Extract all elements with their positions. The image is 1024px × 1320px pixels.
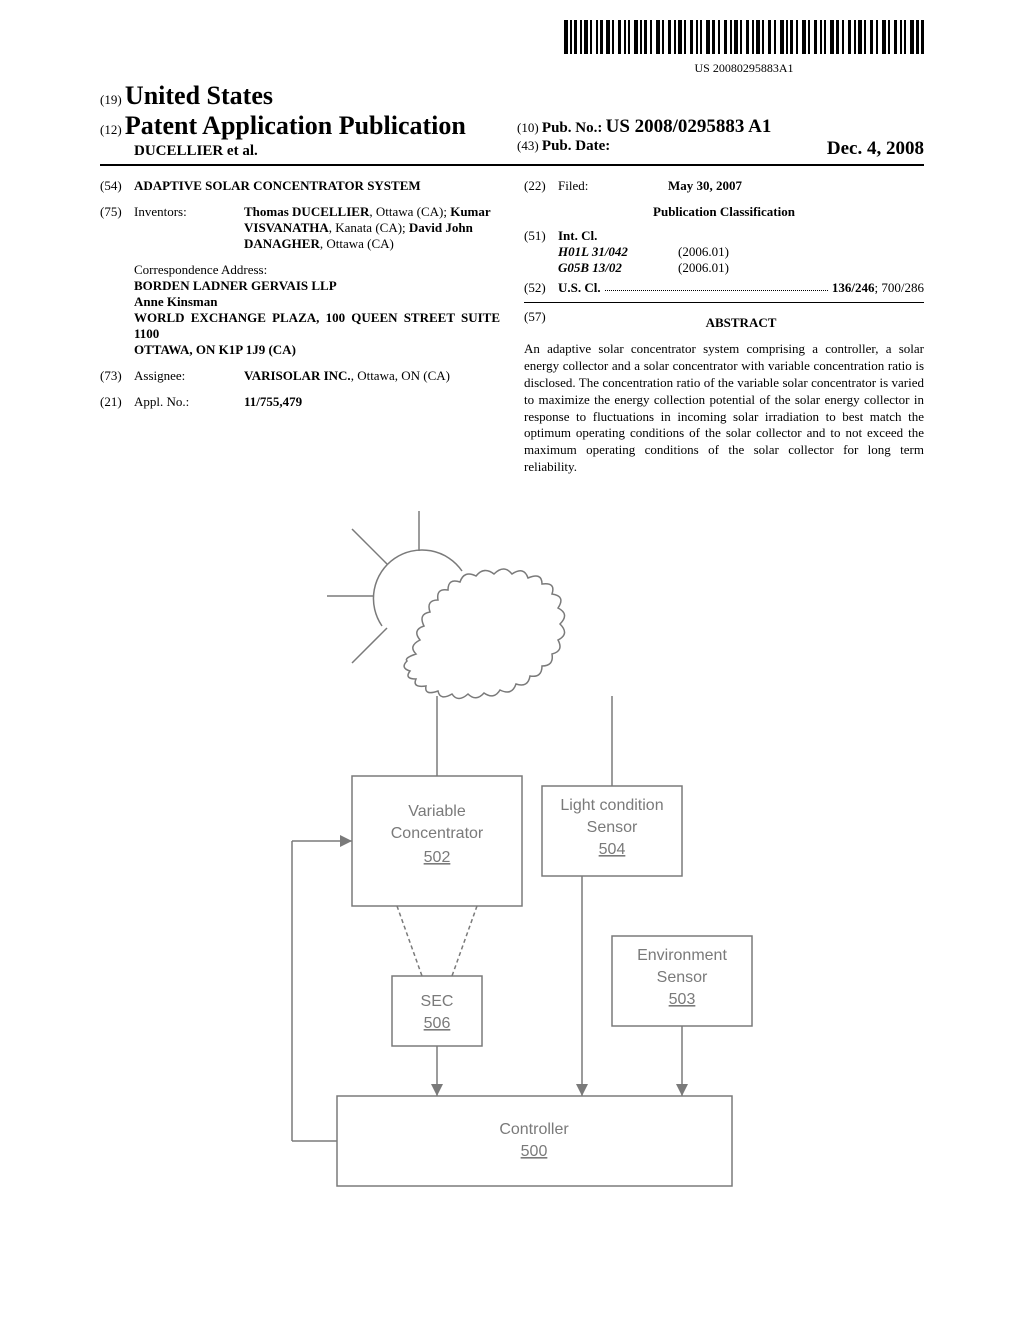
- abstract-header-row: (57) ABSTRACT: [524, 309, 924, 337]
- author-line: DUCELLIER et al.: [100, 143, 507, 160]
- pub-num: (12): [100, 122, 122, 137]
- pub-line: (12) Patent Application Publication: [100, 111, 507, 141]
- ctrl-label: Controller: [499, 1121, 569, 1138]
- uscl-rest: ; 700/286: [875, 280, 924, 295]
- applno-row: (21) Appl. No.: 11/755,479: [100, 394, 500, 410]
- sec-box: [392, 976, 482, 1046]
- inv-label: Inventors:: [134, 204, 244, 252]
- diagram-svg: Variable Concentrator 502 Light conditio…: [232, 496, 792, 1216]
- corr-line-3: OTTAWA, ON K1P 1J9 (CA): [134, 342, 500, 358]
- assignee-val: VARISOLAR INC., Ottawa, ON (CA): [244, 368, 500, 384]
- country-line: (19) United States: [100, 81, 507, 111]
- filed-val: May 30, 2007: [668, 178, 924, 194]
- env-label2: Sensor: [657, 969, 708, 986]
- title-row: (54) ADAPTIVE SOLAR CONCENTRATOR SYSTEM: [100, 178, 500, 194]
- intcl-code-0: H01L 31/042: [558, 244, 678, 260]
- uscl-bold: 136/246: [832, 280, 875, 295]
- env-label1: Environment: [637, 947, 727, 964]
- header: (19) United States (12) Patent Applicati…: [100, 81, 924, 166]
- dash-vc-sec-l: [397, 906, 422, 976]
- country-num: (19): [100, 92, 122, 107]
- header-left: (19) United States (12) Patent Applicati…: [100, 81, 507, 160]
- header-right: (10) Pub. No.: US 2008/0295883 A1 (43) P…: [507, 116, 924, 160]
- uscl-num: (52): [524, 280, 558, 296]
- pubno-label: Pub. No.:: [542, 120, 602, 136]
- uscl-dots: [605, 280, 828, 291]
- abstract-text: An adaptive solar concentrator system co…: [524, 341, 924, 476]
- lcs-ref: 504: [599, 841, 626, 858]
- sec-label: SEC: [421, 993, 454, 1010]
- barcode-region: US 20080295883A1: [100, 20, 924, 77]
- uscl-val: 136/246; 700/286: [832, 280, 924, 296]
- intcl-item-1: G05B 13/02 (2006.01): [558, 260, 729, 276]
- appl-val: 11/755,479: [244, 394, 500, 410]
- pubno-val: US 2008/0295883 A1: [606, 116, 772, 137]
- assignee-label: Assignee:: [134, 368, 244, 384]
- right-column: (22) Filed: May 30, 2007 Publication Cla…: [524, 178, 924, 476]
- vc-label1: Variable: [408, 803, 466, 820]
- env-ref: 503: [669, 991, 696, 1008]
- uscl-label: U.S. Cl.: [558, 280, 601, 296]
- figure-area: Variable Concentrator 502 Light conditio…: [100, 496, 924, 1216]
- assignee-row: (73) Assignee: VARISOLAR INC., Ottawa, O…: [100, 368, 500, 384]
- corr-line-2: WORLD EXCHANGE PLAZA, 100 QUEEN STREET S…: [134, 310, 500, 342]
- filed-num: (22): [524, 178, 558, 194]
- filed-row: (22) Filed: May 30, 2007: [524, 178, 924, 194]
- intcl-code-1: G05B 13/02: [558, 260, 678, 276]
- sec-ref: 506: [424, 1015, 451, 1032]
- vc-label2: Concentrator: [391, 825, 484, 842]
- lcs-label1: Light condition: [560, 797, 663, 814]
- corr-line-0: BORDEN LADNER GERVAIS LLP: [134, 278, 500, 294]
- pub-title: Patent Application Publication: [125, 111, 466, 140]
- inventors-row: (75) Inventors: Thomas DUCELLIER, Ottawa…: [100, 204, 500, 252]
- left-column: (54) ADAPTIVE SOLAR CONCENTRATOR SYSTEM …: [100, 178, 500, 476]
- arrowhead-env: [676, 1084, 688, 1096]
- corr-line-1: Anne Kinsman: [134, 294, 500, 310]
- barcode-svg: [564, 20, 924, 54]
- appl-label: Appl. No.:: [134, 394, 244, 410]
- abstract-num: (57): [524, 309, 558, 337]
- appl-num: (21): [100, 394, 134, 410]
- ctrl-box: [337, 1096, 732, 1186]
- vc-ref: 502: [424, 849, 451, 866]
- pubdate-val: Dec. 4, 2008: [827, 138, 924, 160]
- arrowhead-loop: [340, 835, 352, 847]
- lcs-label2: Sensor: [587, 819, 638, 836]
- assignee-num: (73): [100, 368, 134, 384]
- patent-page: US 20080295883A1 (19) United States (12)…: [0, 0, 1024, 1256]
- correspondence-block: Correspondence Address: BORDEN LADNER GE…: [134, 262, 500, 358]
- pubdate-line: (43) Pub. Date: Dec. 4, 2008: [517, 138, 924, 155]
- invention-title: ADAPTIVE SOLAR CONCENTRATOR SYSTEM: [134, 178, 500, 194]
- abstract-label: ABSTRACT: [558, 315, 924, 331]
- pubdate-num: (43): [517, 138, 539, 153]
- pubno-line: (10) Pub. No.: US 2008/0295883 A1: [517, 116, 924, 138]
- pub-class-header: Publication Classification: [524, 204, 924, 220]
- ctrl-ref: 500: [521, 1143, 548, 1160]
- arrowhead-sec: [431, 1084, 443, 1096]
- title-num: (54): [100, 178, 134, 194]
- sun-cloud-icon: [327, 511, 565, 699]
- intcl-item-0: H01L 31/042 (2006.01): [558, 244, 729, 260]
- intcl-row: (51) Int. Cl. H01L 31/042 (2006.01) G05B…: [524, 228, 924, 276]
- inv-num: (75): [100, 204, 134, 252]
- body-columns: (54) ADAPTIVE SOLAR CONCENTRATOR SYSTEM …: [100, 178, 924, 476]
- arrowhead-lcs: [576, 1084, 588, 1096]
- intcl-year-1: (2006.01): [678, 260, 729, 276]
- corr-label: Correspondence Address:: [134, 262, 500, 278]
- intcl-label: Int. Cl.: [558, 228, 729, 244]
- uscl-row: (52) U.S. Cl. 136/246; 700/286: [524, 280, 924, 303]
- inv-text: Thomas DUCELLIER, Ottawa (CA); Kumar VIS…: [244, 204, 490, 251]
- dash-vc-sec-r: [452, 906, 477, 976]
- intcl-num: (51): [524, 228, 558, 276]
- country-name: United States: [125, 81, 273, 110]
- intcl-year-0: (2006.01): [678, 244, 729, 260]
- intcl-block: Int. Cl. H01L 31/042 (2006.01) G05B 13/0…: [558, 228, 729, 276]
- inv-val: Thomas DUCELLIER, Ottawa (CA); Kumar VIS…: [244, 204, 500, 252]
- pubdate-label: Pub. Date:: [542, 138, 610, 154]
- barcode-id: US 20080295883A1: [564, 61, 924, 76]
- pubno-num: (10): [517, 120, 539, 135]
- barcode: US 20080295883A1: [564, 20, 924, 76]
- filed-label: Filed:: [558, 178, 668, 194]
